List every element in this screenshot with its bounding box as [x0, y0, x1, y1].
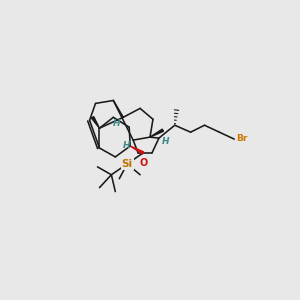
Polygon shape [150, 129, 164, 137]
Text: Si: Si [122, 159, 133, 169]
Text: Br: Br [236, 134, 248, 142]
Text: H: H [122, 140, 130, 149]
Text: H: H [162, 136, 169, 146]
Polygon shape [92, 117, 100, 128]
Polygon shape [130, 146, 144, 154]
Text: O: O [140, 158, 148, 168]
Text: H: H [112, 119, 120, 128]
